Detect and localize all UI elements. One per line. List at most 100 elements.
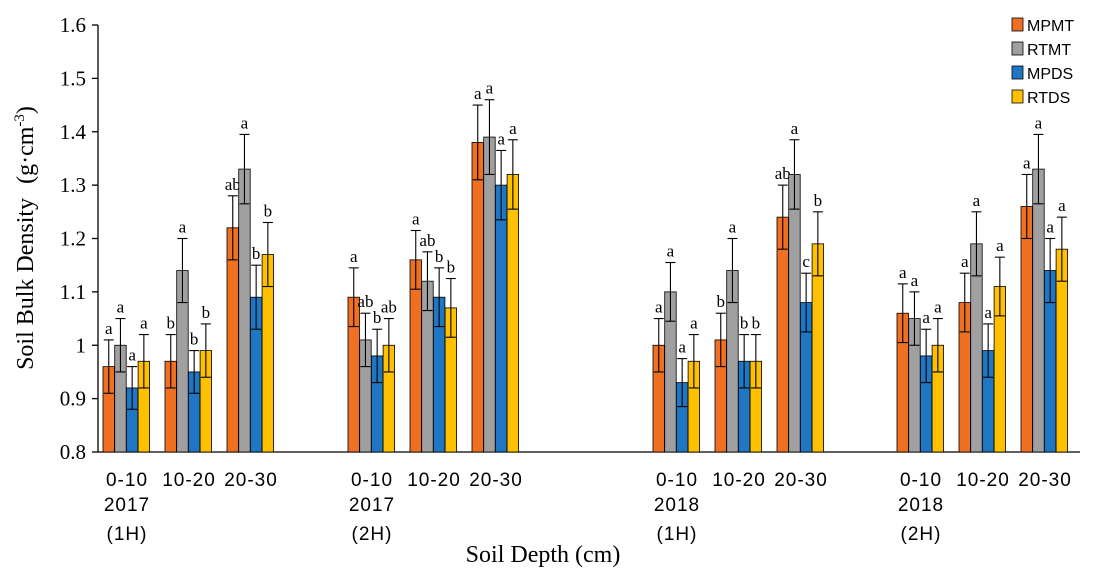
- significance-label: b: [190, 330, 199, 349]
- period-year-label: 2017: [349, 495, 395, 516]
- significance-label: a: [690, 314, 698, 333]
- significance-label: b: [814, 191, 823, 210]
- significance-label: a: [984, 303, 992, 322]
- depth-label: 10-20: [407, 470, 461, 491]
- significance-label: a: [899, 263, 907, 282]
- depth-label: 20-30: [1018, 470, 1072, 491]
- y-tick-label: 1.1: [60, 280, 86, 304]
- period-year-label: 2018: [654, 495, 700, 516]
- period-year-label: 2018: [898, 495, 944, 516]
- significance-label: a: [973, 191, 981, 210]
- bar-rtmt: [238, 168, 251, 453]
- significance-label: a: [412, 209, 420, 228]
- significance-label: a: [1046, 218, 1054, 237]
- significance-label: a: [497, 129, 505, 148]
- significance-label: a: [655, 298, 663, 317]
- depth-label: 0-10: [106, 470, 148, 491]
- bar-rtmt: [788, 174, 801, 453]
- y-axis-title-unit-sup: -3: [12, 114, 28, 127]
- y-tick-label: 1.3: [60, 173, 86, 197]
- significance-label: a: [474, 84, 482, 103]
- legend-label-mpmt: MPMT: [1027, 18, 1074, 35]
- bar-mpmt: [226, 227, 239, 453]
- significance-label: a: [667, 242, 675, 261]
- y-axis-title-main: Soil Bulk Density: [13, 198, 39, 370]
- legend-swatch-rtds: [1011, 89, 1024, 104]
- y-axis-title: Soil Bulk Density (g·cm-3): [12, 106, 39, 370]
- depth-label: 0-10: [900, 470, 942, 491]
- bar-mpmt: [1020, 206, 1033, 453]
- significance-label: a: [179, 218, 187, 237]
- significance-label: a: [350, 247, 358, 266]
- depth-label: 20-30: [469, 470, 523, 491]
- significance-label: ab: [381, 298, 397, 317]
- x-axis-title: Soil Depth (cm): [466, 542, 621, 568]
- significance-label: a: [140, 314, 148, 333]
- significance-label: b: [740, 314, 749, 333]
- significance-label: ab: [225, 175, 241, 194]
- significance-label: a: [1023, 153, 1031, 172]
- significance-label: a: [791, 119, 799, 138]
- bar-rtmt: [483, 136, 496, 453]
- plot-area: 0.80.911.11.21.31.41.51.6aaaa0-10babb10-…: [60, 13, 1080, 545]
- significance-label: a: [241, 113, 249, 132]
- significance-label: a: [1035, 113, 1043, 132]
- significance-label: a: [128, 346, 136, 365]
- legend: MPMT RTMT MPDS RTDS: [1011, 17, 1074, 107]
- y-tick-label: 1.6: [60, 13, 86, 37]
- significance-label: b: [373, 308, 382, 327]
- bar-rtds: [506, 174, 520, 453]
- depth-label: 20-30: [224, 470, 278, 491]
- y-tick-label: 1.4: [60, 120, 87, 144]
- legend-label-mpds: MPDS: [1027, 66, 1073, 83]
- y-axis-title-unit-close: ): [13, 106, 39, 114]
- significance-label: a: [678, 338, 686, 357]
- significance-label: a: [934, 298, 942, 317]
- y-tick-label: 0.9: [60, 387, 86, 411]
- legend-swatch-mpmt: [1011, 17, 1024, 32]
- significance-label: b: [435, 247, 444, 266]
- significance-label: a: [911, 271, 919, 290]
- significance-label: a: [509, 119, 517, 138]
- significance-label: c: [802, 252, 810, 271]
- bar-mpmt: [776, 216, 789, 453]
- depth-label: 0-10: [351, 470, 393, 491]
- legend-label-rtmt: RTMT: [1027, 42, 1071, 59]
- significance-label: a: [486, 79, 494, 98]
- period-year-label: 2017: [104, 495, 150, 516]
- bar-rtmt: [1032, 168, 1045, 453]
- legend-swatch-mpds: [1011, 65, 1024, 80]
- significance-label: b: [752, 314, 761, 333]
- significance-label: a: [105, 319, 113, 338]
- significance-label: b: [167, 314, 176, 333]
- period-half-label: (1H): [657, 524, 698, 545]
- significance-label: b: [264, 201, 273, 220]
- significance-label: a: [996, 236, 1004, 255]
- depth-label: 20-30: [774, 470, 828, 491]
- y-tick-label: 1.2: [60, 227, 86, 251]
- significance-label: b: [717, 292, 726, 311]
- depth-label: 10-20: [162, 470, 216, 491]
- y-tick-label: 1: [76, 333, 87, 357]
- depth-label: 10-20: [956, 470, 1010, 491]
- significance-label: a: [729, 218, 737, 237]
- significance-label: ab: [357, 292, 373, 311]
- significance-label: b: [447, 258, 456, 277]
- bar-mpmt: [471, 142, 484, 453]
- y-axis-title-unit: (g·cm: [13, 126, 39, 184]
- significance-label: b: [252, 244, 261, 263]
- significance-label: a: [922, 308, 930, 327]
- period-half-label: (2H): [352, 524, 393, 545]
- y-tick-label: 1.5: [60, 66, 86, 90]
- depth-label: 0-10: [656, 470, 698, 491]
- period-half-label: (2H): [901, 524, 942, 545]
- y-tick-label: 0.8: [60, 440, 86, 464]
- legend-swatch-rtmt: [1011, 41, 1024, 56]
- depth-label: 10-20: [712, 470, 766, 491]
- significance-label: a: [117, 298, 125, 317]
- significance-label: ab: [775, 164, 791, 183]
- bar-mpds: [494, 184, 508, 453]
- significance-label: b: [202, 303, 211, 322]
